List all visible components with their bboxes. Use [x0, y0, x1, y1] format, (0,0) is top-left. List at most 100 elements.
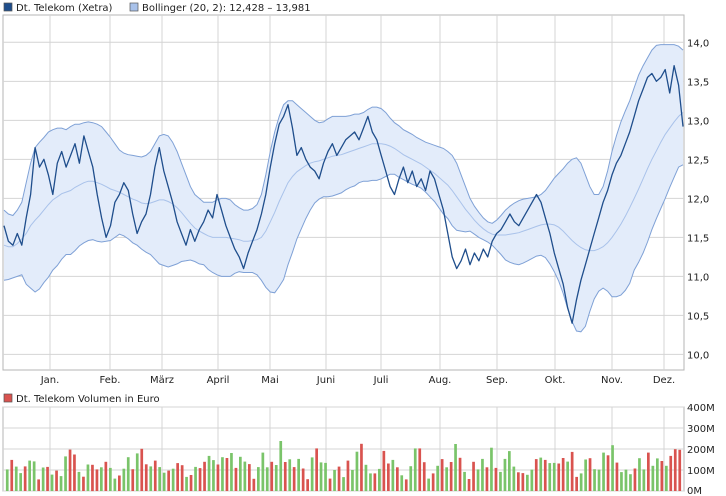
x-tick-label: Aug.	[429, 375, 452, 386]
volume-bar	[91, 464, 94, 492]
x-tick-label: Juli	[373, 375, 389, 386]
x-tick-label: Sep.	[486, 375, 508, 386]
volume-bar	[449, 462, 453, 491]
volume-bar	[248, 464, 251, 491]
price-legend-swatch	[3, 2, 13, 12]
volume-bar	[606, 455, 610, 491]
volume-bar	[351, 470, 354, 491]
volume-bar	[68, 449, 72, 491]
bollinger-upper-line	[3, 44, 684, 224]
volume-bar	[5, 469, 9, 491]
volume-bar	[122, 468, 126, 491]
price-legend-label: Dt. Telekom (Xetra)	[16, 3, 113, 14]
volume-bar	[252, 478, 256, 491]
volume-bar	[431, 473, 435, 491]
volume-bar	[396, 467, 399, 491]
x-tick-label: Mai	[261, 375, 279, 386]
volume-bar	[328, 478, 332, 491]
volume-bar	[440, 459, 444, 491]
volume-bar	[28, 460, 31, 491]
volume-bar	[55, 470, 58, 491]
volume-y-tick-label: 100M	[687, 466, 715, 477]
volume-bar	[364, 464, 368, 492]
volume-bar	[463, 471, 466, 491]
volume-bar	[427, 478, 430, 491]
volume-bar	[508, 451, 511, 491]
volume-bar	[283, 462, 287, 491]
volume-bar	[230, 453, 233, 491]
volume-bar	[539, 457, 543, 491]
volume-bar	[171, 468, 175, 491]
volume-bar	[46, 466, 49, 491]
volume-bar	[212, 460, 215, 491]
volume-bar	[77, 471, 81, 491]
volume-bar	[490, 447, 493, 491]
volume-bar	[32, 461, 36, 491]
y-tick-label: 10,0	[687, 350, 709, 361]
volume-bar	[95, 469, 99, 491]
x-tick-label: März	[150, 375, 174, 386]
volume-bar	[324, 462, 327, 491]
volume-bar	[23, 466, 27, 491]
volume-bar	[638, 458, 641, 491]
volume-bar	[436, 465, 439, 491]
volume-bar	[579, 473, 583, 491]
y-tick-label: 13,5	[687, 77, 709, 88]
volume-bar	[647, 452, 650, 491]
volume-y-tick-label: 0M	[687, 486, 702, 496]
volume-bar	[337, 466, 341, 491]
volume-bar	[333, 470, 336, 491]
volume-bar	[656, 458, 659, 491]
price-y-axis: 10,0 10,5 11,0 11,5 12,0 12,5 13,0 13,5 14,0	[687, 38, 709, 361]
x-tick-label: Nov.	[601, 375, 623, 386]
y-tick-label: 13,0	[687, 116, 709, 127]
volume-bar	[265, 467, 269, 491]
bollinger-legend-label: Bollinger (20, 2): 12,428 – 13,981	[142, 3, 311, 14]
volume-bar	[144, 464, 148, 491]
volume-bar	[620, 472, 623, 491]
x-tick-label: Okt.	[545, 375, 566, 386]
volume-bar	[673, 449, 677, 491]
x-tick-label: April	[207, 375, 230, 386]
volume-bar	[552, 462, 556, 491]
x-tick-label: Feb.	[100, 375, 121, 386]
volume-bar	[306, 479, 309, 491]
volume-bar	[50, 474, 54, 491]
volume-bar	[597, 469, 601, 491]
volume-bar	[633, 468, 637, 491]
volume-bar	[158, 467, 161, 491]
volume-bar	[422, 462, 426, 491]
volume-bar	[274, 465, 278, 491]
volume-bar	[548, 463, 552, 491]
volume-bar	[189, 475, 193, 491]
volume-bar	[665, 465, 668, 491]
volume-bar	[86, 464, 90, 491]
volume-bar	[445, 467, 448, 491]
volume-bar	[557, 463, 561, 491]
volume-bar	[387, 463, 390, 491]
bollinger-band-area	[4, 44, 683, 332]
volume-bar	[140, 448, 144, 491]
volume-bar	[257, 467, 260, 491]
volume-bar	[118, 475, 121, 491]
volume-bar	[37, 479, 40, 491]
volume-bar	[41, 467, 45, 491]
volume-bar	[207, 455, 211, 491]
volume-bar	[239, 456, 242, 491]
volume-bar	[297, 458, 300, 491]
volume-bar	[73, 454, 76, 491]
volume-bar	[288, 459, 292, 491]
volume-bar	[360, 443, 363, 492]
volume-bar	[109, 467, 112, 491]
volume-bar	[221, 457, 224, 491]
volume-bar	[575, 476, 578, 491]
volume-bar	[167, 470, 170, 491]
volume-bar	[611, 445, 614, 491]
volume-bar	[346, 460, 350, 491]
volume-bar	[126, 457, 130, 491]
volume-bar	[319, 462, 323, 491]
x-axis-months: Jan. Feb. März April Mai Juni Juli Aug. Sep. Okt.…	[40, 375, 675, 386]
volume-bar	[243, 461, 247, 491]
volume-bar	[669, 455, 673, 491]
